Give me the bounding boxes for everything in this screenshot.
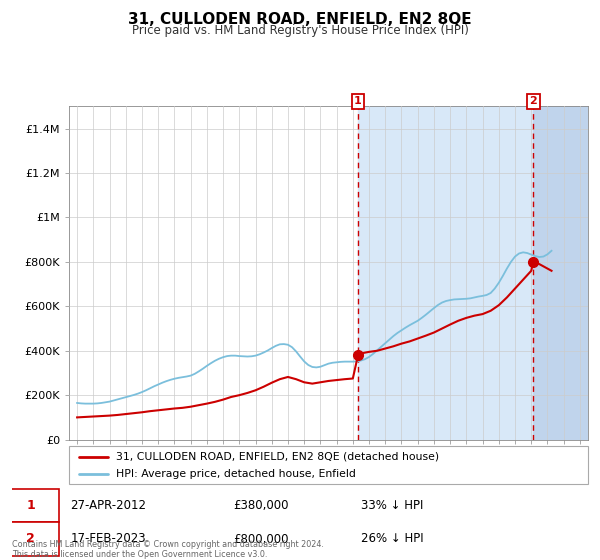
Bar bbox=[533, 106, 588, 440]
Text: 1: 1 bbox=[26, 499, 35, 512]
Text: 26% ↓ HPI: 26% ↓ HPI bbox=[361, 533, 424, 545]
Text: 2: 2 bbox=[26, 533, 35, 545]
Text: 1: 1 bbox=[354, 96, 362, 106]
FancyBboxPatch shape bbox=[3, 488, 59, 522]
Text: 33% ↓ HPI: 33% ↓ HPI bbox=[361, 499, 424, 512]
Text: 31, CULLODEN ROAD, ENFIELD, EN2 8QE (detached house): 31, CULLODEN ROAD, ENFIELD, EN2 8QE (det… bbox=[116, 452, 439, 462]
Text: 27-APR-2012: 27-APR-2012 bbox=[70, 499, 146, 512]
Text: 2: 2 bbox=[529, 96, 537, 106]
Text: 31, CULLODEN ROAD, ENFIELD, EN2 8QE: 31, CULLODEN ROAD, ENFIELD, EN2 8QE bbox=[128, 12, 472, 27]
Text: Contains HM Land Registry data © Crown copyright and database right 2024.
This d: Contains HM Land Registry data © Crown c… bbox=[12, 540, 324, 559]
Text: HPI: Average price, detached house, Enfield: HPI: Average price, detached house, Enfi… bbox=[116, 469, 356, 479]
Text: £800,000: £800,000 bbox=[233, 533, 289, 545]
FancyBboxPatch shape bbox=[3, 522, 59, 556]
Text: £380,000: £380,000 bbox=[233, 499, 289, 512]
Text: 17-FEB-2023: 17-FEB-2023 bbox=[70, 533, 146, 545]
Text: Price paid vs. HM Land Registry's House Price Index (HPI): Price paid vs. HM Land Registry's House … bbox=[131, 24, 469, 37]
FancyBboxPatch shape bbox=[69, 446, 588, 484]
Bar bbox=[358, 106, 588, 440]
